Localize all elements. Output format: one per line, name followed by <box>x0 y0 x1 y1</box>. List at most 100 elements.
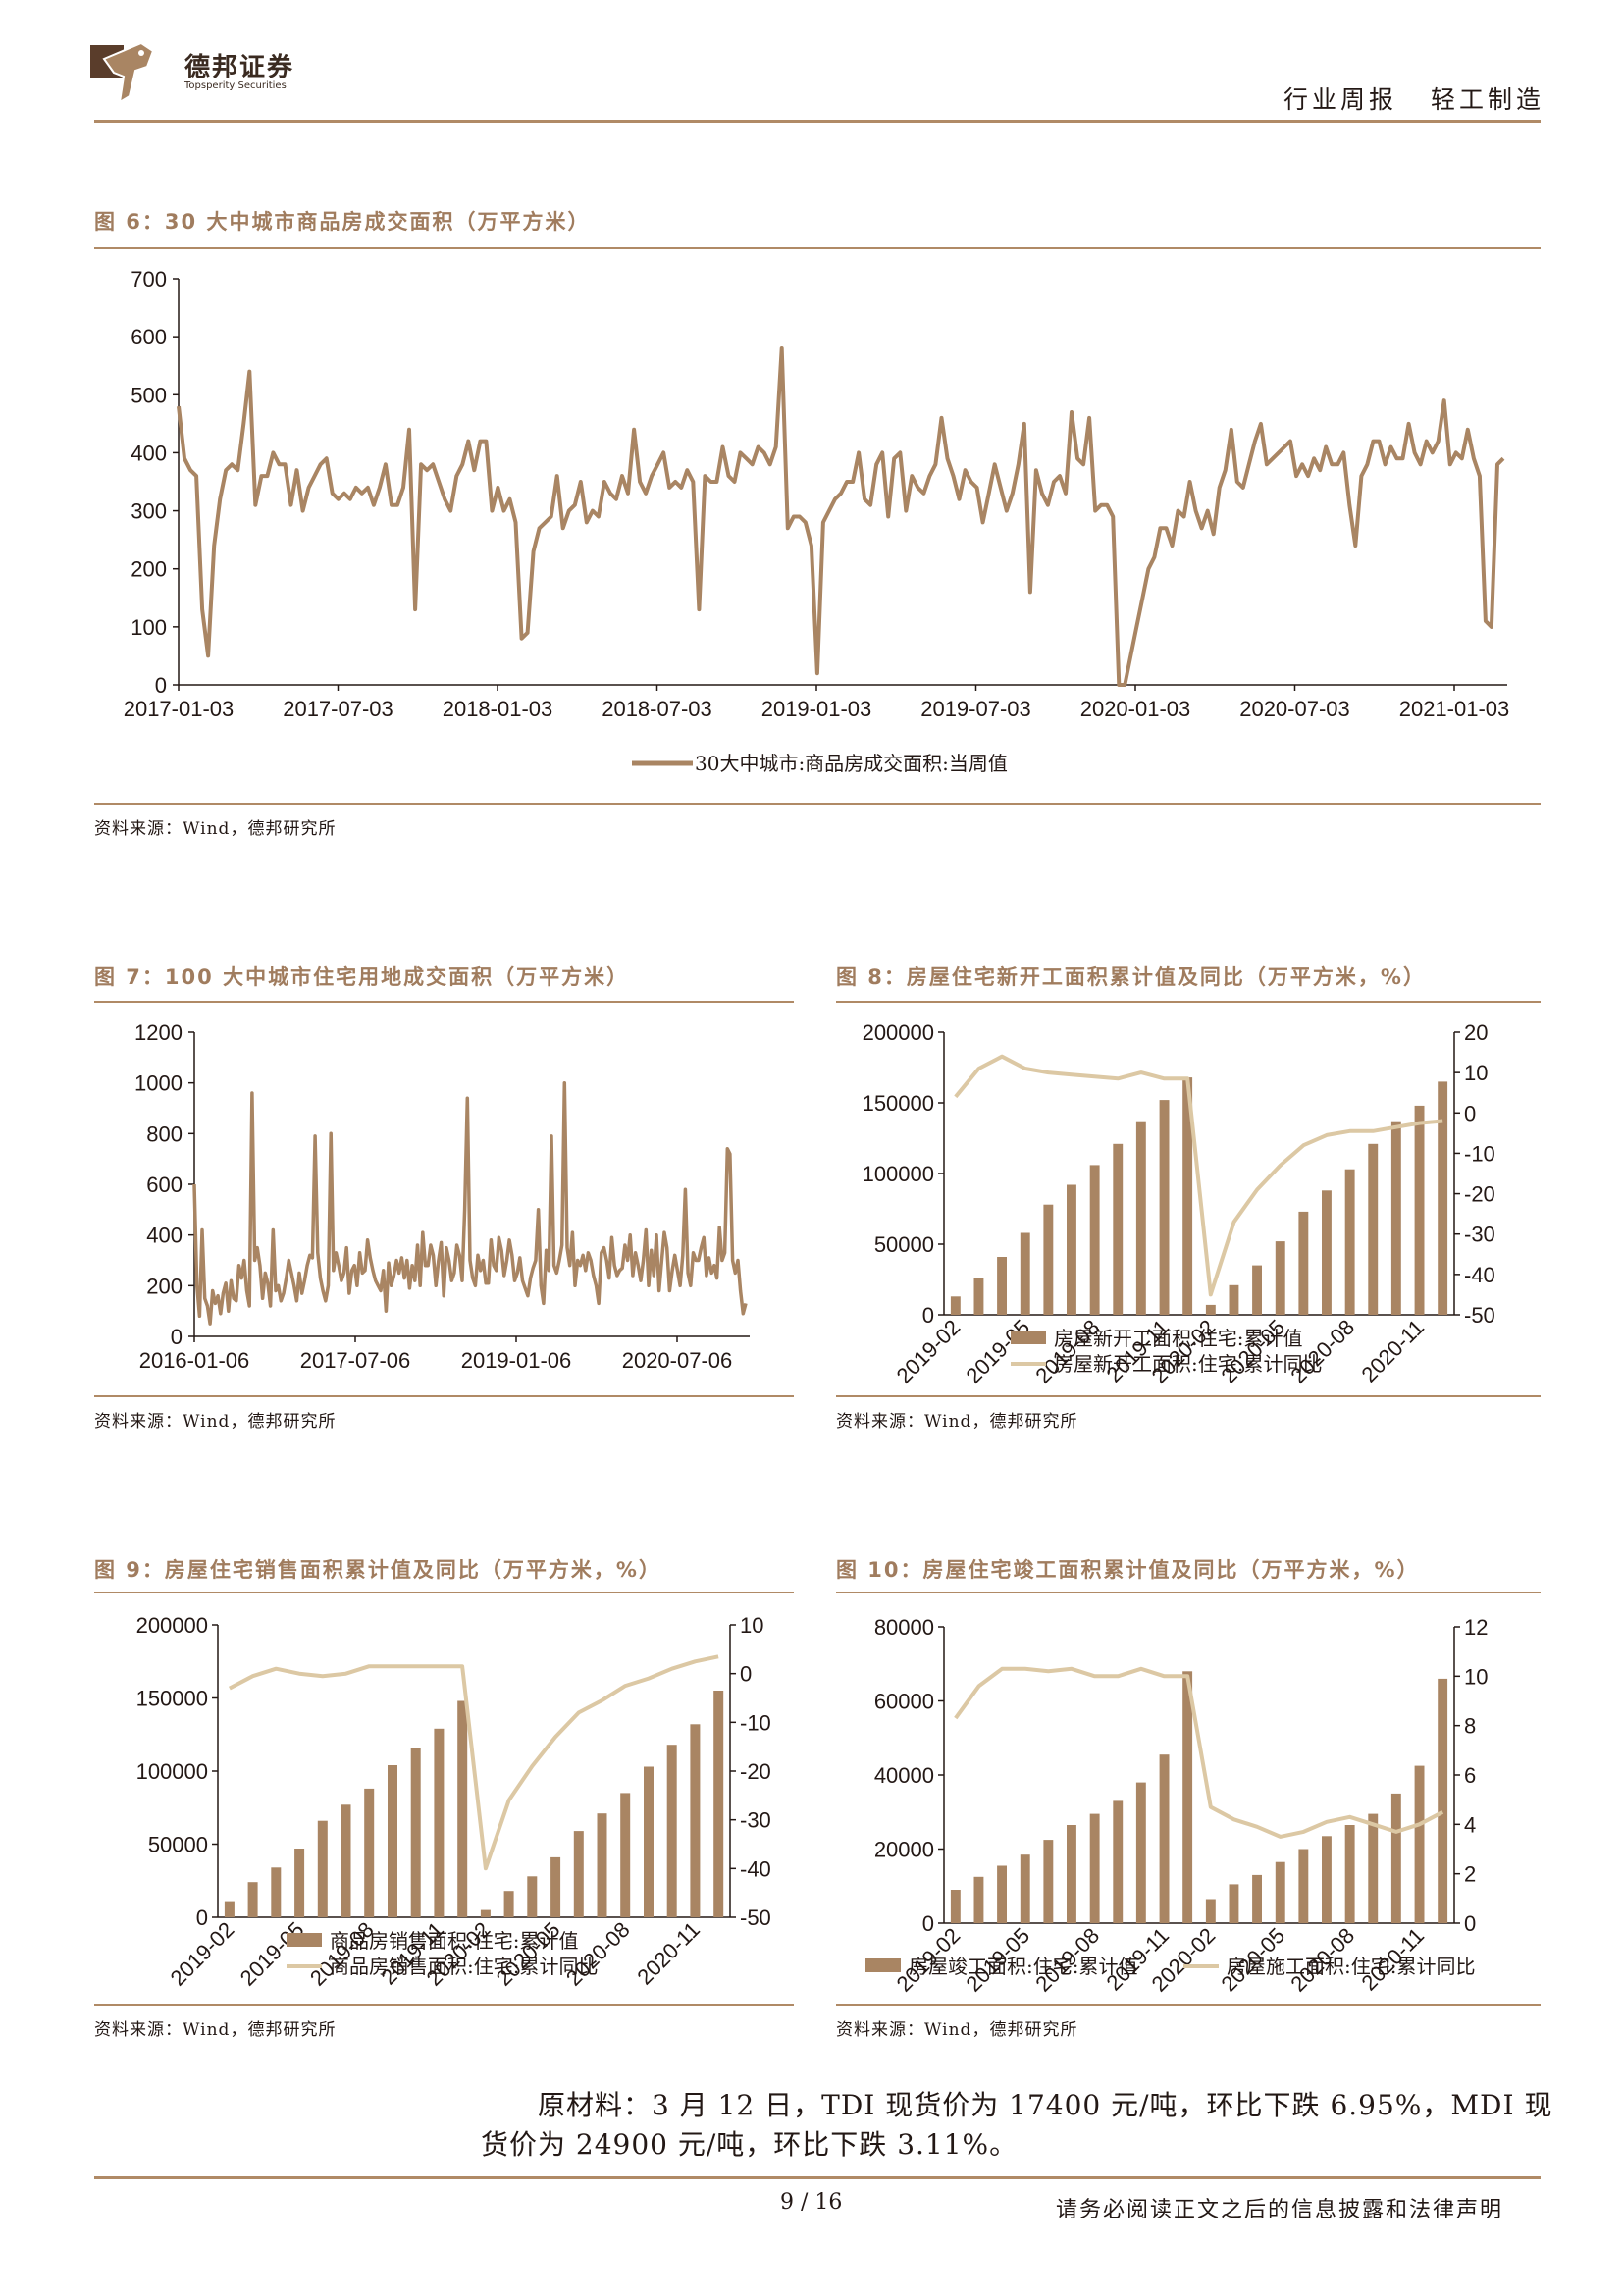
legend-swatch-bar <box>865 1958 901 1972</box>
y2-tick-label: -40 <box>740 1856 771 1881</box>
legend-label: 商品房销售面积:住宅:累计同比 <box>330 1955 598 1978</box>
bar <box>973 1876 984 1923</box>
y2-tick-label: -30 <box>1464 1223 1495 1247</box>
series-line <box>954 1666 1444 1839</box>
bar <box>224 1901 235 1917</box>
bar <box>1229 1884 1239 1923</box>
y-tick-label: 300 <box>131 499 167 524</box>
y-tick-label: 150000 <box>863 1091 934 1116</box>
bar <box>997 1257 1007 1315</box>
y-tick-label: 400 <box>131 441 167 465</box>
y2-tick-label: 6 <box>1464 1763 1476 1788</box>
y-tick-label: 0 <box>922 1303 934 1328</box>
y2-tick-label: -30 <box>740 1808 771 1833</box>
legend-label: 房屋新开工面积:住宅:累计值 <box>1054 1327 1302 1350</box>
bar <box>973 1278 984 1315</box>
figure-8-bottom-rule <box>836 1395 1541 1397</box>
y-tick-label: 40000 <box>874 1763 934 1788</box>
x-tick-label: 2019-07-03 <box>920 697 1031 721</box>
y-tick-label: 20000 <box>874 1838 934 1862</box>
legend-swatch-bar <box>287 1933 322 1947</box>
bar <box>1020 1232 1030 1315</box>
bar <box>690 1724 701 1917</box>
y-tick-label: 50000 <box>148 1833 208 1857</box>
body-paragraph-line-1: 原材料：3 月 12 日，TDI 现货价为 17400 元/吨，环比下跌 6.9… <box>538 2089 1553 2121</box>
figure-10-title: 图 10：房屋住宅竣工面积累计值及同比（万平方米，%） <box>836 1558 1420 1582</box>
bar <box>997 1865 1007 1923</box>
figure-9-chart: 0 50000 100000 150000 200000 -50 -40 -30 -20 -10 0… <box>136 1613 771 1991</box>
bar <box>644 1766 654 1917</box>
legend-label: 30大中城市:商品房成交面积:当周值 <box>695 752 1008 775</box>
bar <box>1252 1874 1262 1923</box>
y-tick-label: 100000 <box>136 1759 208 1784</box>
bar <box>950 1296 961 1315</box>
figure-8-chart: 0 50000 100000 150000 200000 -50 -40 -30 -20 -10 0… <box>863 1020 1495 1388</box>
logo-text: 德邦证券 <box>184 53 295 82</box>
y2-tick-label: -50 <box>740 1905 771 1930</box>
y2-tick-label: -50 <box>1464 1303 1495 1328</box>
bar <box>1205 1899 1216 1923</box>
bar <box>1414 1765 1425 1923</box>
legend-label: 房屋新开工面积:住宅:累计同比 <box>1054 1352 1322 1376</box>
figure-9-title: 图 9：房屋住宅销售面积累计值及同比（万平方米，%） <box>94 1558 661 1582</box>
x-tick-label: 2018-01-03 <box>443 697 553 721</box>
bar <box>950 1890 961 1923</box>
bar <box>666 1745 677 1917</box>
page-number: 9 / 16 <box>780 2190 843 2215</box>
y-tick-label: 0 <box>196 1905 208 1930</box>
bar <box>247 1882 258 1917</box>
bar <box>1067 1184 1076 1315</box>
bar <box>1159 1754 1170 1923</box>
series-line <box>228 1654 719 1871</box>
y2-tick-label: -10 <box>740 1710 771 1735</box>
bar <box>1182 1077 1193 1315</box>
figure-10-top-rule <box>836 1592 1541 1593</box>
bar <box>1135 1121 1146 1315</box>
y-tick-label: 0 <box>155 673 167 698</box>
x-tick-label: 2021-01-03 <box>1399 697 1510 721</box>
series-line <box>177 346 1505 687</box>
bar <box>1252 1265 1262 1315</box>
bar <box>1438 1081 1448 1315</box>
y-tick-label: 200000 <box>136 1613 208 1638</box>
bar <box>1298 1211 1309 1315</box>
bar <box>294 1849 305 1917</box>
y2-tick-label: 10 <box>1464 1664 1488 1689</box>
legal-disclaimer: 请务必阅读正文之后的信息披露和法律声明 <box>1056 2198 1504 2222</box>
bar <box>1368 1813 1379 1923</box>
bar <box>1135 1782 1146 1923</box>
x-tick-label: 2017-01-03 <box>124 697 235 721</box>
bar <box>1089 1813 1100 1923</box>
bar <box>1344 1825 1355 1923</box>
y2-tick-label: 8 <box>1464 1714 1476 1739</box>
bar <box>1043 1840 1054 1923</box>
logo-subtext: Topsperity Securities <box>184 80 287 91</box>
y2-tick-label: 0 <box>1464 1911 1476 1936</box>
figure-8-source: 资料来源：Wind，德邦研究所 <box>836 1412 1078 1432</box>
header-divider <box>94 120 1541 123</box>
bar <box>1390 1793 1401 1923</box>
logo-mark-icon <box>90 41 155 104</box>
y-tick-label: 600 <box>131 325 167 349</box>
report-industry: 轻工制造 <box>1431 85 1545 114</box>
bar <box>713 1691 724 1917</box>
x-tick-label: 2018-07-03 <box>602 697 712 721</box>
bar <box>1368 1143 1379 1315</box>
y-tick-label: 100 <box>131 615 167 640</box>
bar <box>1344 1169 1355 1315</box>
figure-6-title: 图 6：30 大中城市商品房成交面积（万平方米） <box>94 210 591 234</box>
y2-tick-label: -20 <box>740 1759 771 1784</box>
x-tick-label: 2019-01-06 <box>461 1348 572 1373</box>
x-tick-label: 2020-01-03 <box>1080 697 1191 721</box>
bar <box>1113 1800 1124 1923</box>
y-tick-label: 400 <box>146 1224 183 1248</box>
y2-tick-label: 12 <box>1464 1615 1488 1640</box>
bar <box>1298 1849 1309 1923</box>
y-tick-label: 100000 <box>863 1162 934 1186</box>
figure-7-source: 资料来源：Wind，德邦研究所 <box>94 1412 337 1432</box>
bar <box>1205 1304 1216 1315</box>
footer-divider <box>94 2176 1541 2179</box>
y2-tick-label: 20 <box>1464 1020 1488 1045</box>
figure-7-top-rule <box>94 1001 794 1003</box>
y2-tick-label: 4 <box>1464 1812 1476 1837</box>
